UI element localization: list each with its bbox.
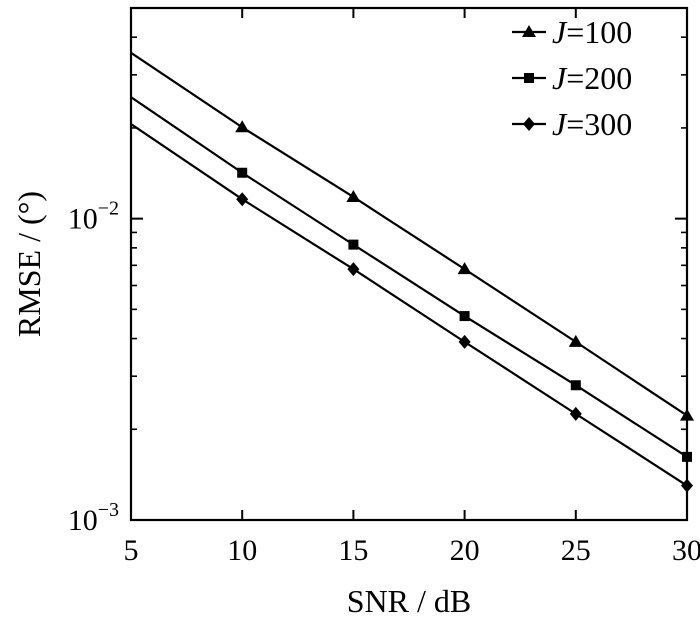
data-point: [347, 262, 360, 277]
data-point: [569, 406, 582, 421]
y-tick-label: 10−3: [68, 499, 119, 537]
data-point: [237, 167, 248, 178]
legend-marker: [522, 25, 536, 37]
series-line: [131, 51, 687, 417]
x-tick-label: 30: [672, 534, 700, 567]
legend-label: J=300: [552, 106, 632, 142]
x-tick-label: 25: [561, 534, 591, 567]
plot-frame: [129, 6, 689, 522]
data-point: [568, 334, 583, 347]
data-point: [235, 120, 250, 133]
legend-entry: J=300: [512, 106, 632, 142]
data-point: [236, 192, 249, 207]
legend-entry: J=100: [512, 14, 632, 50]
x-tick-label: 10: [227, 534, 257, 567]
legend-marker: [523, 117, 535, 131]
data-point: [458, 334, 471, 349]
data-point: [457, 262, 472, 275]
x-tick-label: 20: [450, 534, 480, 567]
data-point: [348, 239, 359, 250]
data-point: [346, 189, 361, 202]
y-tick-label: 10−2: [68, 198, 119, 236]
series-3: [131, 123, 693, 493]
series-line: [131, 123, 687, 487]
legend-label: J=100: [552, 14, 632, 50]
series-2: [131, 96, 692, 462]
y-axis-label: RMSE / (°): [11, 191, 47, 337]
legend-entry: J=200: [512, 60, 632, 96]
x-axis-label: SNR / dB: [347, 583, 471, 619]
legend-marker: [524, 73, 534, 83]
series-line: [131, 96, 687, 458]
x-tick-label: 15: [338, 534, 368, 567]
axes: 5 10 15 20 25 30 10−2 10−3: [68, 6, 700, 567]
data-point: [459, 311, 470, 322]
x-tick-label: 5: [124, 534, 139, 567]
data-point: [570, 380, 581, 391]
legend-label: J=200: [552, 60, 632, 96]
legend: J=100 J=200 J=300: [512, 14, 632, 142]
